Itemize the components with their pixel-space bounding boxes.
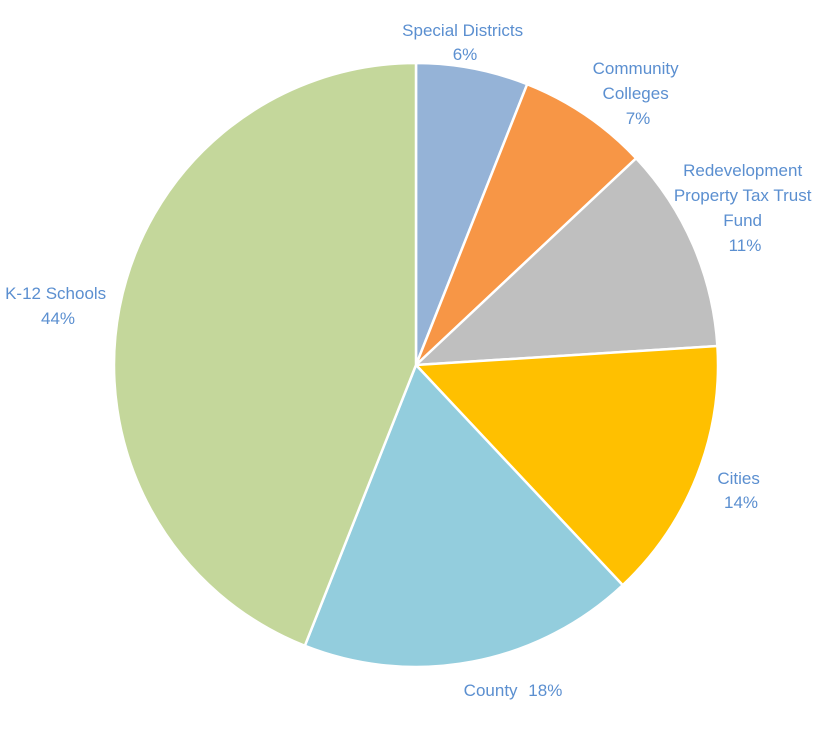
pie-slices xyxy=(112,61,720,669)
slice-redevelopment-property-tax-trust-fund xyxy=(412,156,719,367)
label-k12-schools-value: 44% xyxy=(41,309,75,328)
label-county: County 18% xyxy=(464,681,563,700)
label-redevelopment-value: 11% xyxy=(729,236,762,255)
slice-k-12-schools xyxy=(112,61,418,648)
label-county-value: 18% xyxy=(528,681,562,700)
slice-county xyxy=(303,362,625,669)
label-county-name: County xyxy=(464,681,518,700)
label-special-districts-name: Special Districts xyxy=(402,21,523,40)
label-cities-value: 14% xyxy=(724,493,758,512)
label-cities-name: Cities xyxy=(717,469,760,488)
label-redevelopment-name-line1: Redevelopment xyxy=(683,161,802,180)
slice-cities xyxy=(413,344,720,587)
slice-community-colleges xyxy=(414,82,638,366)
label-community-colleges-value: 7% xyxy=(626,109,651,128)
label-special-districts: Special Districts 6% xyxy=(402,21,528,64)
label-k12-schools: K-12 Schools 44% xyxy=(5,284,111,328)
label-redevelopment: Redevelopment Property Tax Trust Fund 11… xyxy=(674,161,816,255)
label-community-colleges-name-line1: Community xyxy=(593,59,679,78)
label-redevelopment-name-line3: Fund xyxy=(723,211,762,230)
label-redevelopment-name-line2: Property Tax Trust xyxy=(674,186,812,205)
label-community-colleges-name-line2: Colleges xyxy=(603,84,669,103)
label-cities: Cities 14% xyxy=(717,469,764,512)
label-k12-schools-name: K-12 Schools xyxy=(5,284,106,303)
label-special-districts-value: 6% xyxy=(453,45,478,64)
label-community-colleges: Community Colleges 7% xyxy=(593,59,684,128)
